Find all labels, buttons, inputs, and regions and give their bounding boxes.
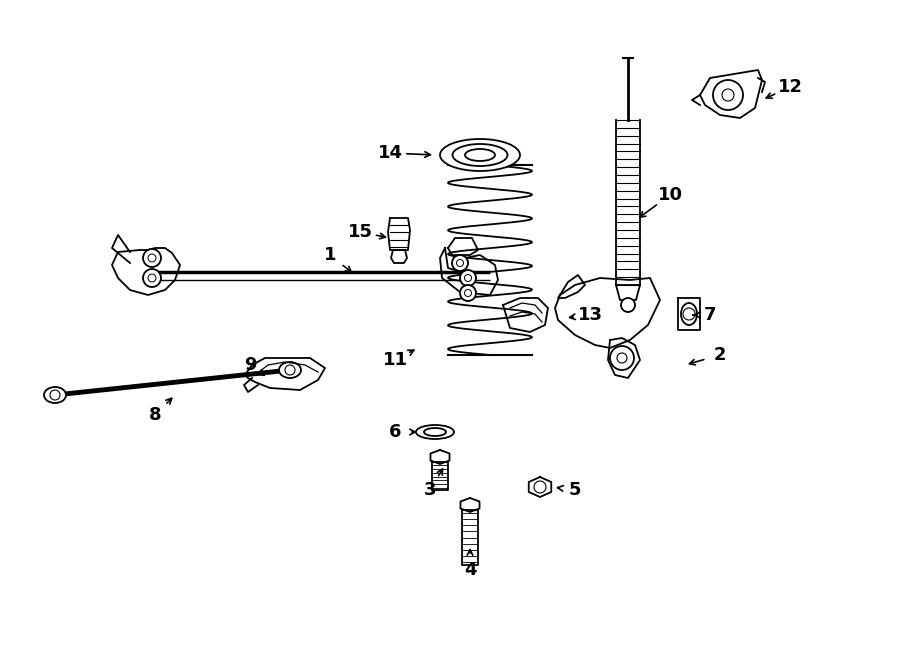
Polygon shape bbox=[388, 218, 410, 250]
Polygon shape bbox=[462, 510, 478, 565]
Text: 13: 13 bbox=[578, 306, 602, 324]
Circle shape bbox=[143, 269, 161, 287]
Ellipse shape bbox=[440, 139, 520, 171]
Text: 10: 10 bbox=[658, 186, 682, 204]
Polygon shape bbox=[112, 248, 180, 295]
Polygon shape bbox=[448, 238, 478, 255]
Text: 7: 7 bbox=[704, 306, 716, 324]
Ellipse shape bbox=[453, 144, 508, 166]
Polygon shape bbox=[616, 285, 640, 300]
Text: 4: 4 bbox=[464, 561, 476, 579]
Polygon shape bbox=[430, 450, 449, 464]
Circle shape bbox=[610, 346, 634, 370]
Text: 12: 12 bbox=[778, 78, 803, 96]
Polygon shape bbox=[503, 298, 548, 332]
Text: 15: 15 bbox=[347, 223, 373, 241]
Polygon shape bbox=[461, 498, 480, 512]
Ellipse shape bbox=[279, 362, 301, 378]
Text: 5: 5 bbox=[569, 481, 581, 499]
Text: 8: 8 bbox=[148, 406, 161, 424]
Polygon shape bbox=[558, 275, 585, 298]
Text: 9: 9 bbox=[244, 356, 256, 374]
Circle shape bbox=[621, 298, 635, 312]
Polygon shape bbox=[528, 477, 552, 497]
Text: 11: 11 bbox=[382, 351, 408, 369]
Circle shape bbox=[460, 270, 476, 286]
Polygon shape bbox=[391, 250, 407, 263]
Polygon shape bbox=[245, 358, 325, 390]
Text: 6: 6 bbox=[389, 423, 401, 441]
Polygon shape bbox=[555, 278, 660, 348]
Text: 2: 2 bbox=[714, 346, 726, 364]
Polygon shape bbox=[440, 248, 498, 295]
Ellipse shape bbox=[44, 387, 66, 403]
Polygon shape bbox=[608, 338, 640, 378]
Circle shape bbox=[713, 80, 743, 110]
Polygon shape bbox=[678, 298, 700, 330]
Circle shape bbox=[452, 255, 468, 271]
Text: 14: 14 bbox=[377, 144, 402, 162]
Text: 3: 3 bbox=[424, 481, 436, 499]
Ellipse shape bbox=[416, 425, 454, 439]
Polygon shape bbox=[432, 462, 448, 490]
Circle shape bbox=[460, 285, 476, 301]
Text: 1: 1 bbox=[324, 246, 337, 264]
Circle shape bbox=[143, 249, 161, 267]
Polygon shape bbox=[700, 70, 762, 118]
